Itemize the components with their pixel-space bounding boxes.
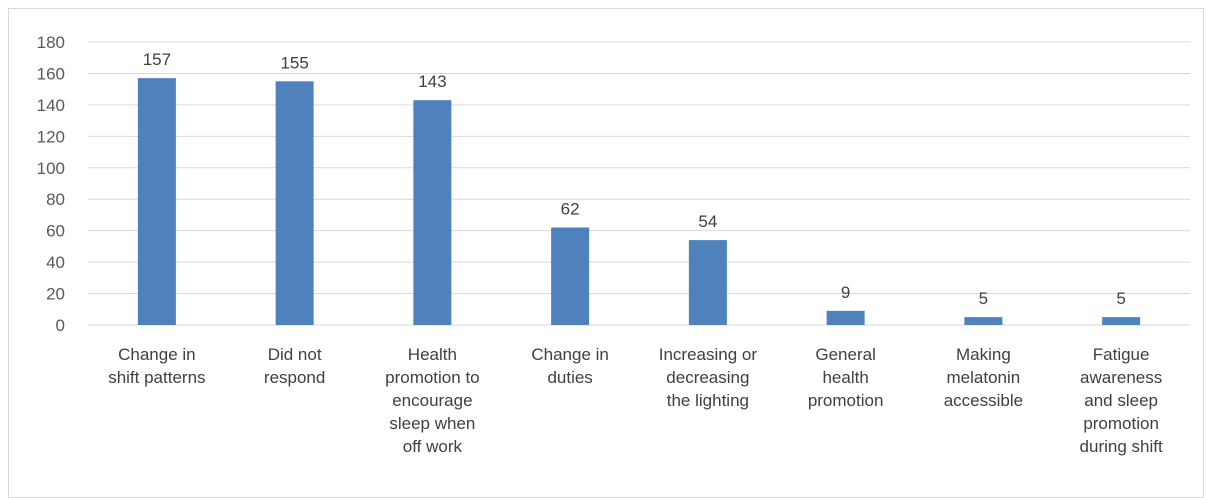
data-label: 62 — [561, 200, 580, 219]
y-tick-label: 160 — [37, 64, 65, 83]
bar — [275, 81, 314, 325]
bar — [137, 78, 176, 326]
category-label-line: awareness — [1080, 368, 1162, 387]
y-tick-label: 180 — [37, 33, 65, 52]
category-label-line: during shift — [1080, 437, 1163, 456]
category-label-line: promotion — [1083, 414, 1159, 433]
category-label: Making melatonin accessible — [944, 345, 1023, 410]
data-label: 155 — [280, 53, 308, 72]
category-label-line: melatonin — [947, 368, 1021, 387]
category-label-line: health — [822, 368, 868, 387]
chart-frame — [8, 8, 1204, 498]
category-label-line: promotion — [808, 391, 884, 410]
category-label: Fatigue awareness and sleep promotion during… — [1080, 345, 1163, 456]
category-label: Change in shift patterns — [108, 345, 205, 387]
y-tick-label: 40 — [46, 253, 65, 272]
bar — [826, 310, 865, 325]
data-label: 5 — [1116, 289, 1125, 308]
y-tick-label: 140 — [37, 96, 65, 115]
category-label-line: duties — [547, 368, 592, 387]
category-label-line: encourage — [392, 391, 472, 410]
data-label: 5 — [979, 289, 988, 308]
category-label-line: and sleep — [1084, 391, 1158, 410]
category-label-line: Increasing or — [659, 345, 758, 364]
category-label-line: decreasing — [666, 368, 749, 387]
category-label-line: off work — [403, 437, 463, 456]
y-tick-label: 60 — [46, 222, 65, 241]
category-label: General health promotion — [808, 345, 884, 410]
y-tick-label: 80 — [46, 190, 65, 209]
bar-chart: 0 20 40 60 80 100 120 140 160 180 157 Change in shif… — [37, 33, 1190, 456]
bar — [551, 227, 590, 325]
bar — [1102, 317, 1141, 325]
category-label-line: sleep when — [389, 414, 475, 433]
category-label-line: shift patterns — [108, 368, 205, 387]
data-label: 54 — [698, 212, 717, 231]
category-label-line: promotion to — [385, 368, 480, 387]
category-label-line: Change in — [531, 345, 609, 364]
category-label: Health promotion to encourage sleep when off… — [385, 345, 480, 456]
category-label-line: Did not — [268, 345, 322, 364]
category-label-line: Change in — [118, 345, 196, 364]
data-label: 9 — [841, 283, 850, 302]
bar — [413, 100, 452, 325]
category-label: Change in duties — [531, 345, 609, 387]
category-label-line: General — [815, 345, 875, 364]
bar — [688, 240, 727, 325]
y-tick-label: 20 — [46, 285, 65, 304]
data-label: 157 — [143, 50, 171, 69]
category-label-line: accessible — [944, 391, 1023, 410]
category-label-line: Health — [408, 345, 457, 364]
category-label-line: Fatigue — [1093, 345, 1150, 364]
data-label: 143 — [418, 72, 446, 91]
category-label: Increasing or decreasing the lighting — [659, 345, 758, 410]
y-tick-label: 120 — [37, 127, 65, 146]
category-label-line: Making — [956, 345, 1011, 364]
category-label-line: respond — [264, 368, 325, 387]
category-label: Did not respond — [264, 345, 325, 387]
bar — [964, 317, 1003, 325]
category-label-line: the lighting — [667, 391, 749, 410]
y-tick-label: 0 — [56, 316, 65, 335]
y-tick-label: 100 — [37, 159, 65, 178]
